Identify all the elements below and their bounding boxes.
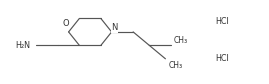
Text: O: O [63, 19, 69, 28]
Text: CH₃: CH₃ [174, 36, 188, 45]
Text: CH₃: CH₃ [169, 61, 183, 70]
Text: HCl: HCl [215, 17, 229, 26]
Text: N: N [111, 23, 118, 32]
Text: H₂N: H₂N [15, 41, 30, 50]
Text: HCl: HCl [215, 54, 229, 63]
